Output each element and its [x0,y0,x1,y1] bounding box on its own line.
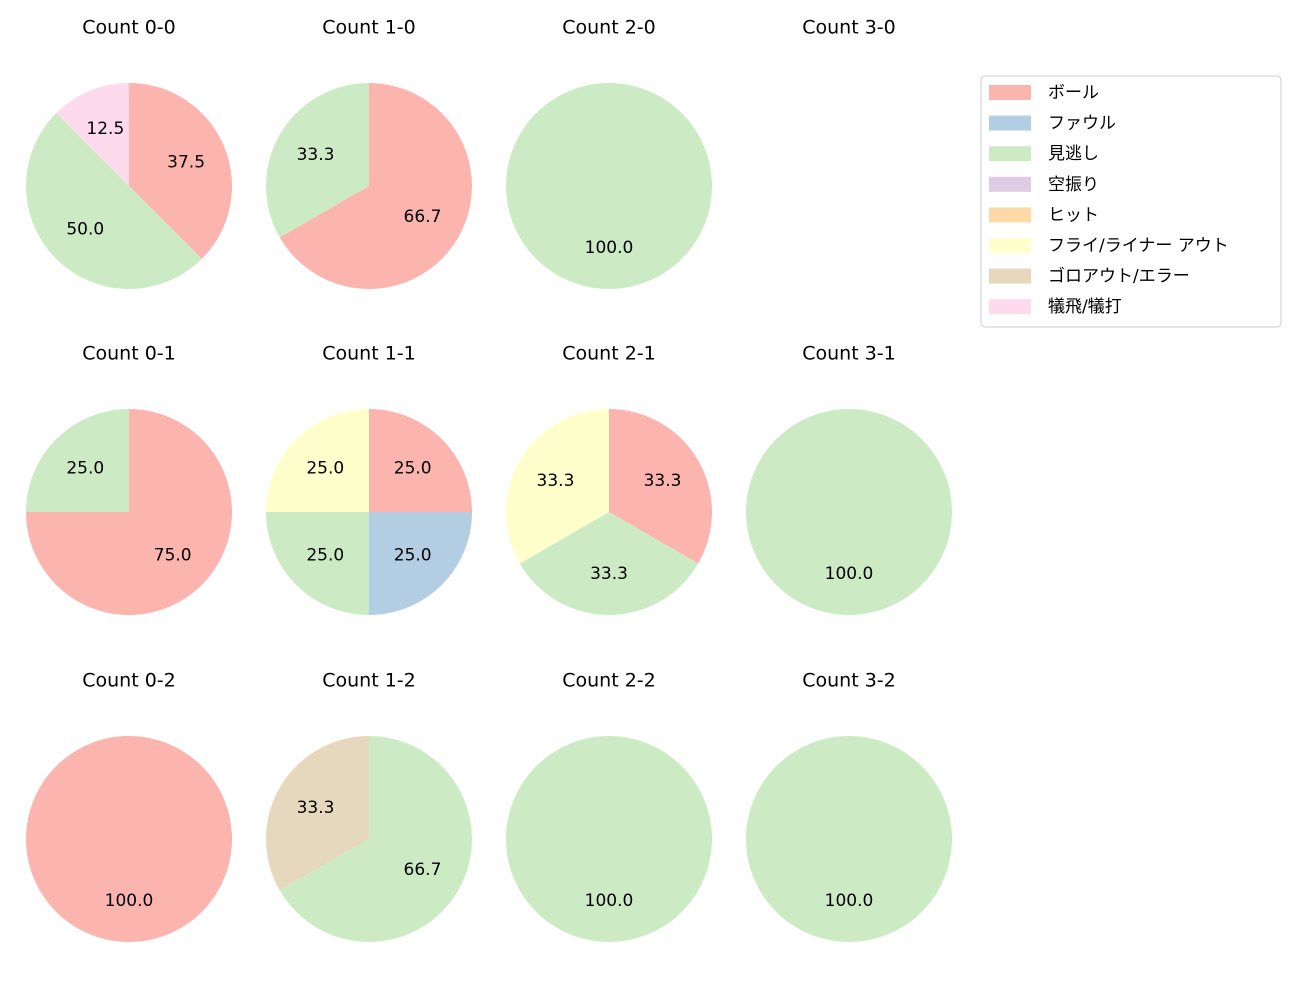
pie-slice [26,113,202,289]
slice-label: 25.0 [394,458,432,478]
chart-title: Count 2-1 [562,343,656,365]
chart-title: Count 3-0 [802,17,896,39]
slice-label: 50.0 [66,220,104,240]
chart-title: Count 2-0 [562,17,656,39]
pie-slice [129,83,232,259]
pie-slice [746,409,952,615]
slice-label: 33.3 [644,471,682,491]
pie-slice [266,512,369,615]
pie-slice [506,83,712,289]
slice-label: 25.0 [66,458,104,478]
legend-frame [980,75,1282,328]
chart-title: Count 3-1 [802,343,896,365]
slice-label: 100.0 [585,238,634,258]
slice-label: 33.3 [297,145,335,165]
pie-slice [26,409,129,512]
pie-slice [506,736,712,942]
pie-slice [266,83,369,238]
legend-swatch [989,238,1031,253]
slice-label: 100.0 [105,891,154,911]
slice-label: 33.3 [590,564,628,584]
pie-slice [519,512,699,615]
pie-slice [266,409,369,512]
legend-label: 空振り [1048,175,1099,195]
slice-label: 75.0 [154,546,192,566]
slice-label: 25.0 [306,458,344,478]
slice-label: 33.3 [537,471,575,491]
slice-label: 66.7 [404,860,442,880]
legend-label: ゴロアウト/エラー [1048,266,1190,287]
chart-title: Count 2-2 [562,670,656,692]
pie-slice [56,83,130,186]
legend-swatch [989,115,1031,131]
legend-label: ファウル [1048,114,1116,134]
pie-slice [266,736,369,891]
legend-swatch [989,176,1031,192]
slice-label: 66.7 [404,207,442,227]
chart-title: Count 3-2 [802,670,896,692]
legend-label: ヒット [1048,205,1099,225]
legend-label: 見逃し [1048,144,1099,164]
chart-title: Count 0-1 [82,343,176,365]
chart-title: Count 0-0 [82,17,176,39]
pie-slice [279,736,473,942]
legend-label: フライ/ライナー アウト [1048,236,1229,256]
pie-slice [369,512,472,615]
chart-title: Count 0-2 [82,670,176,692]
pie-slice [26,736,232,942]
pie-slice [279,83,472,289]
pie-slice [746,736,952,942]
legend-swatch [989,268,1031,284]
legend-swatch [989,146,1031,162]
chart-title: Count 1-1 [322,343,416,365]
legend-swatch [989,85,1031,100]
slice-label: 37.5 [167,152,205,172]
slice-label: 33.3 [297,798,335,818]
slice-label: 25.0 [306,546,344,566]
pie-slice [369,409,472,512]
legend-label: 犠飛/犠打 [1048,297,1122,317]
slice-label: 25.0 [394,546,432,566]
slice-label: 100.0 [585,891,634,911]
slice-label: 12.5 [86,119,124,139]
legend-swatch [989,299,1031,315]
slice-label: 100.0 [825,891,874,911]
pie-slice [609,409,712,564]
legend-swatch [989,207,1031,223]
slice-label: 100.0 [825,564,874,584]
pie-slice [506,409,609,564]
chart-title: Count 1-2 [322,670,416,692]
chart-title: Count 1-0 [322,17,416,39]
legend-label: ボール [1048,83,1099,103]
